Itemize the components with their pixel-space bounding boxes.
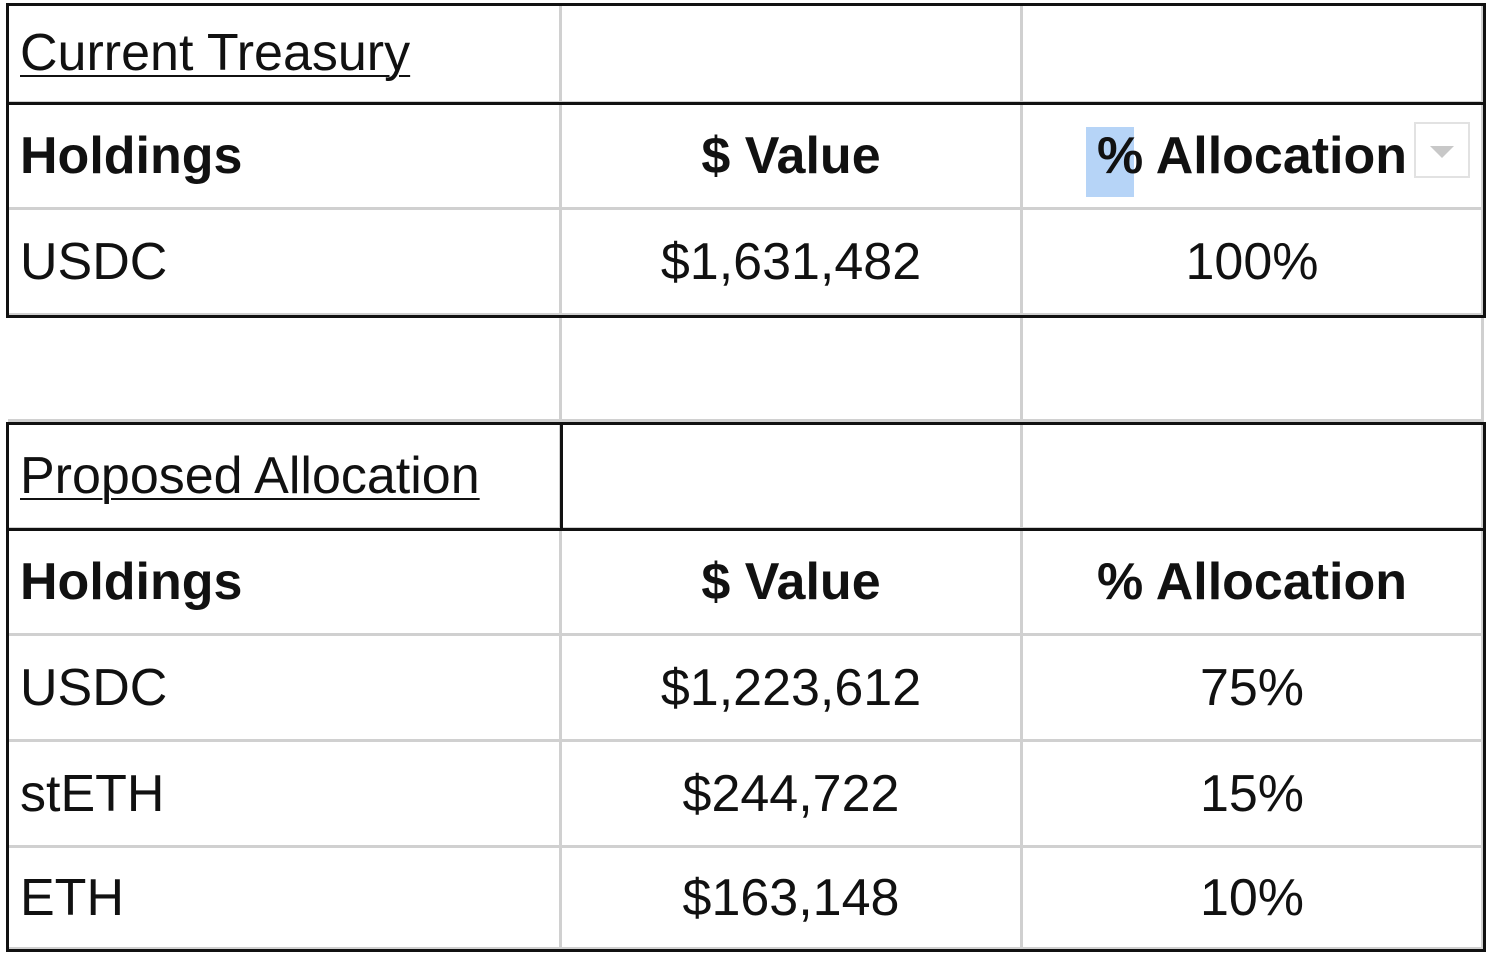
- table-cell: USDC: [8, 210, 562, 316]
- filter-dropdown[interactable]: [1414, 122, 1470, 178]
- table-cell: 10%: [1023, 848, 1484, 950]
- column-header: Holdings: [8, 104, 562, 210]
- table-cell: 75%: [1023, 636, 1484, 742]
- table-cell: ETH: [8, 848, 562, 950]
- table-cell: USDC: [8, 636, 562, 742]
- table-cell: stETH: [8, 742, 562, 848]
- row-border: [6, 528, 1486, 531]
- empty-cell: [1023, 424, 1484, 530]
- table-cell: $1,223,612: [562, 636, 1023, 742]
- table-cell: 15%: [1023, 742, 1484, 848]
- table-title: Current Treasury: [8, 4, 562, 104]
- empty-cell: [562, 4, 1023, 104]
- column-header: % Allocation: [1023, 104, 1484, 210]
- empty-cell: [8, 316, 562, 422]
- table-cell: $244,722: [562, 742, 1023, 848]
- column-header: $ Value: [562, 104, 1023, 210]
- cell-border: [560, 422, 563, 530]
- table-cell: $1,631,482: [562, 210, 1023, 316]
- table-cell: 100%: [1023, 210, 1484, 316]
- dropdown-arrow: [1430, 146, 1454, 158]
- cell-highlight: [1086, 127, 1134, 197]
- column-header: Holdings: [8, 530, 562, 636]
- column-header: % Allocation: [1023, 530, 1484, 636]
- row-border: [6, 102, 1486, 105]
- empty-cell: [562, 424, 1023, 530]
- table-title: Proposed Allocation: [8, 424, 562, 530]
- empty-cell: [1023, 4, 1484, 104]
- column-header: $ Value: [562, 530, 1023, 636]
- empty-cell: [1023, 316, 1484, 422]
- table-cell: $163,148: [562, 848, 1023, 950]
- empty-cell: [562, 316, 1023, 422]
